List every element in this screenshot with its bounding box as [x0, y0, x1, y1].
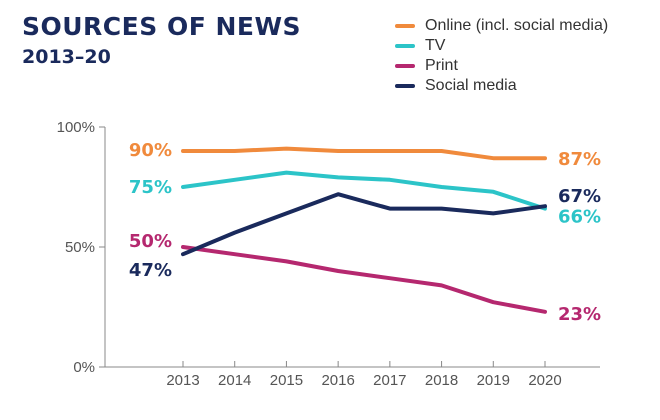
legend-item-social-media: Social media — [395, 76, 608, 96]
legend: Online (incl. social media) TV Print Soc… — [395, 16, 608, 96]
x-tick-label: 2013 — [166, 372, 199, 389]
chart-title-line2: 2013–20 — [22, 46, 111, 68]
legend-label-print: Print — [425, 57, 458, 74]
legend-swatch-tv — [395, 44, 415, 48]
legend-item-tv: TV — [395, 36, 608, 56]
x-tick-label: 2016 — [321, 372, 354, 389]
y-tick-label: 50% — [65, 239, 95, 256]
legend-label-social-media: Social media — [425, 77, 517, 94]
chart-title: SOURCES OF NEWS 2013–20 — [22, 12, 301, 70]
x-tick-label: 2014 — [218, 372, 251, 389]
legend-swatch-online — [395, 24, 415, 28]
series-line-social-media — [181, 192, 547, 257]
data-label-end-print: 23% — [558, 304, 601, 325]
series-line-tv — [181, 170, 547, 211]
y-tick-label: 0% — [73, 359, 95, 376]
data-label-start-online: 90% — [129, 140, 172, 161]
legend-item-print: Print — [395, 56, 608, 76]
chart-title-line1: SOURCES OF NEWS — [22, 12, 302, 41]
legend-swatch-print — [395, 64, 415, 68]
data-label-start-print: 50% — [129, 231, 172, 252]
legend-item-online: Online (incl. social media) — [395, 16, 608, 36]
data-label-start-social-media: 47% — [129, 260, 172, 281]
legend-swatch-social-media — [395, 84, 415, 88]
series-line-print — [181, 245, 547, 314]
data-label-start-tv: 75% — [129, 177, 172, 198]
x-tick-label: 2020 — [528, 372, 561, 389]
x-tick-label: 2017 — [373, 372, 406, 389]
data-label-end-social-media: 67% — [558, 186, 601, 207]
x-tick-label: 2018 — [425, 372, 458, 389]
legend-label-tv: TV — [425, 37, 446, 54]
y-tick-label: 100% — [57, 119, 95, 136]
data-label-end-tv: 66% — [558, 207, 601, 228]
legend-label-online: Online (incl. social media) — [425, 17, 609, 34]
x-tick-label: 2019 — [477, 372, 510, 389]
data-label-end-online: 87% — [558, 149, 601, 170]
x-tick-label: 2015 — [270, 372, 303, 389]
series-line-online — [181, 146, 547, 161]
